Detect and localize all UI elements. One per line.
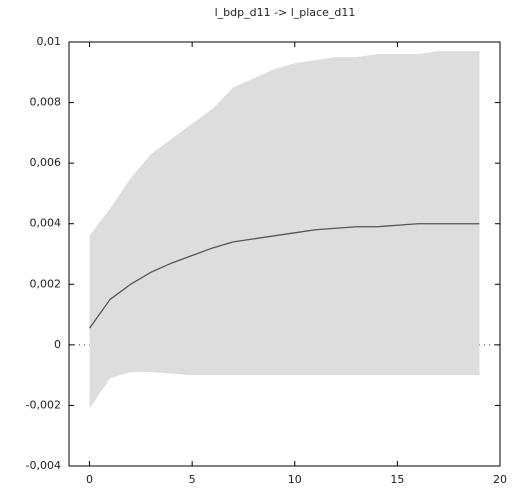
y-tick-label: 0,004 — [30, 217, 62, 230]
y-tick-label: -0,004 — [26, 459, 61, 472]
x-tick-label: 15 — [390, 473, 404, 486]
x-tick-label: 20 — [493, 473, 507, 486]
y-tick-label: 0 — [54, 338, 61, 351]
y-tick-label: 0,01 — [37, 35, 62, 48]
x-tick-label: 0 — [86, 473, 93, 486]
y-tick-label: 0,008 — [30, 96, 62, 109]
y-tick-label: 0,002 — [30, 277, 62, 290]
x-tick-label: 10 — [288, 473, 302, 486]
y-tick-label: -0,002 — [26, 398, 61, 411]
response-line — [88, 223, 480, 329]
confidence-band — [89, 51, 480, 409]
chart-title: l_bdp_d11 -> l_place_d11 — [215, 6, 356, 19]
x-tick-label: 5 — [189, 473, 196, 486]
plot-frame — [68, 41, 501, 467]
y-tick-label: 0,006 — [30, 156, 62, 169]
